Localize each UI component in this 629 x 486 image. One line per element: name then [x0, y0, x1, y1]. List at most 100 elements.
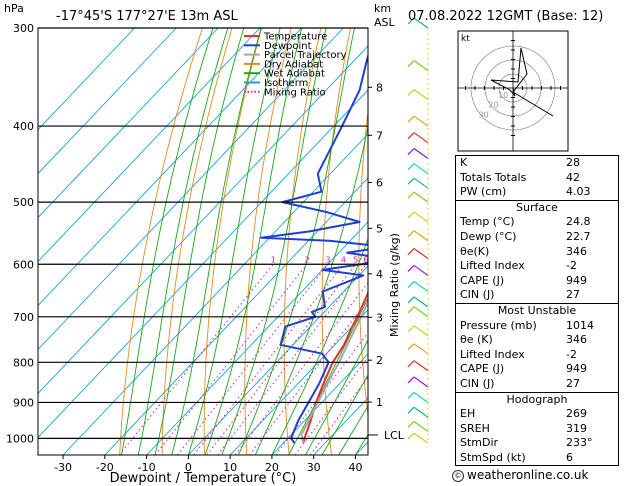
dry-adiabat-line — [161, 28, 233, 455]
stat-row: Temp (°C) 24.8 — [456, 215, 618, 230]
isotherm-line — [38, 28, 261, 263]
mixing-ratio-tick-label: 4 — [341, 255, 346, 264]
wind-barb-flag — [407, 325, 415, 333]
most-unstable-table: Most Unstable Pressure (mb) 1014 θe (K) 346… — [455, 302, 619, 392]
hodograph-kt-label: kt — [461, 34, 470, 44]
wind-barb-icon — [413, 296, 429, 308]
stats-panel: K 28 Totals Totals 42 PW (cm) 4.03 Surface Te… — [455, 155, 619, 467]
stat-value: 346 — [566, 244, 587, 258]
wind-barb-icon — [413, 115, 429, 127]
wind-barb-icon — [413, 60, 429, 72]
hodograph-trace — [490, 47, 554, 117]
wind-barb-icon — [413, 264, 429, 276]
mixing-ratio-line — [193, 263, 344, 455]
stat-label: θe(K) — [460, 244, 490, 258]
km-label: km — [374, 2, 391, 15]
footer-site: weatheronline.co.uk — [467, 468, 589, 482]
stat-value: 28 — [566, 156, 580, 169]
stat-value: 27 — [566, 376, 580, 390]
most-unstable-title: Most Unstable — [497, 303, 577, 317]
x-tick-label: 30 — [307, 461, 321, 474]
mixing-ratio-line — [217, 263, 367, 455]
mixing-ratio-line — [234, 282, 368, 455]
x-tick-label: 10 — [223, 461, 237, 474]
stat-value: 319 — [566, 421, 587, 435]
wind-barb-icon — [413, 281, 429, 293]
stat-row: Lifted Index -2 — [456, 259, 618, 274]
parcel-trajectory-line — [300, 299, 368, 444]
stat-label: K — [460, 156, 468, 169]
km-tick-label: 5 — [376, 222, 383, 235]
legend-label: Mixing Ratio — [264, 87, 326, 98]
stat-value: 24.8 — [566, 215, 591, 229]
wind-barb-flag — [407, 17, 415, 25]
wind-barb-flag — [407, 60, 415, 68]
km-tick-label: 1 — [376, 396, 383, 409]
stat-value: 22.7 — [566, 229, 591, 243]
pressure-unit-label: hPa — [4, 2, 24, 15]
wet-adiabat-line — [171, 28, 262, 455]
isotherm-line — [229, 309, 368, 455]
stat-label: Totals Totals — [460, 170, 527, 184]
isotherm-line — [146, 221, 368, 455]
km-tick-label: 7 — [376, 129, 383, 142]
wind-barb-flag — [407, 343, 415, 351]
wind-barb-icon — [413, 420, 429, 432]
stat-row: CAPE (J) 949 — [456, 362, 618, 377]
stat-row: StmDir 233° — [456, 436, 618, 451]
wind-barb-icon — [413, 325, 429, 337]
wind-barb-flag — [407, 132, 415, 140]
wet-adiabat-line — [187, 28, 281, 455]
wind-barb-flag — [407, 281, 415, 288]
pressure-tick-label: 300 — [13, 22, 34, 35]
x-tick-label: 0 — [185, 461, 192, 474]
footer-credit: © weatheronline.co.uk — [452, 468, 588, 482]
wind-barb-flag — [407, 265, 415, 272]
wind-barb-flag — [407, 432, 415, 440]
stat-value: 949 — [566, 273, 587, 287]
stat-value: 346 — [566, 333, 587, 347]
temperature-line — [302, 290, 368, 444]
location-title: -17°45'S 177°27'E 13m ASL — [56, 9, 238, 24]
wind-barb-flag — [407, 148, 415, 155]
stat-label: EH — [460, 407, 476, 421]
stat-value: 27 — [566, 288, 580, 302]
x-tick-label: 20 — [265, 461, 279, 474]
isotherm-line — [271, 353, 368, 455]
lcl-label: LCL — [384, 429, 405, 442]
wind-barb-flag — [407, 360, 415, 368]
wet-adiabat-line — [204, 28, 303, 455]
stat-label: CIN (J) — [460, 288, 495, 302]
stat-label: StmSpd (kt) — [460, 450, 526, 464]
wind-barb-flag — [407, 406, 415, 414]
isotherm-line — [38, 28, 219, 219]
wind-barb-icon — [413, 211, 429, 223]
mixing-ratio-tick-label: 2 — [305, 255, 310, 264]
stat-label: CIN (J) — [460, 376, 495, 390]
stat-value: 269 — [566, 407, 587, 421]
stat-row: Pressure (mb) 1014 — [456, 319, 618, 334]
wind-barb-icon — [413, 230, 429, 242]
km-tick-label: 8 — [376, 81, 383, 94]
wind-barb-icon — [413, 432, 429, 444]
wind-barb-flag — [407, 248, 415, 255]
stat-value: 6 — [566, 450, 573, 464]
hodograph-ring-label: 10 — [498, 91, 508, 100]
dry-adiabat-line — [283, 28, 322, 455]
mixing-ratio-line — [249, 299, 368, 455]
wet-adiabat-line — [271, 237, 368, 455]
wind-barb-icon — [413, 306, 429, 318]
pressure-tick-label: 1000 — [6, 432, 34, 445]
stat-row: Totals Totals 42 — [456, 171, 618, 186]
mixing-ratio-tick-label: 20 — [433, 255, 443, 264]
wind-barb-flag — [407, 211, 415, 219]
stat-value: 42 — [566, 170, 580, 184]
legend-label: Dry Adiabat — [264, 59, 323, 70]
wind-barb-flag — [407, 376, 415, 384]
wind-barb-flag — [407, 163, 415, 171]
stat-label: θe (K) — [460, 333, 493, 347]
hodograph-ring-label: 30 — [479, 110, 489, 119]
mixing-ratio-line — [206, 263, 357, 455]
stat-row: K 28 — [456, 156, 618, 171]
km-tick-label: 2 — [376, 354, 383, 367]
